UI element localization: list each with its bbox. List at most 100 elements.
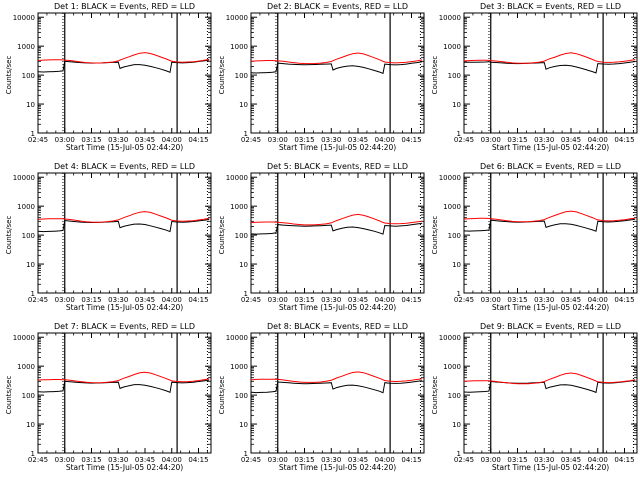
series-events-line — [250, 222, 423, 235]
x-tick-label: 04:00 — [162, 456, 182, 464]
x-axis-label: Start Time (15-Jul-05 02:44:20) — [66, 303, 183, 312]
x-axis-label: Start Time (15-Jul-05 02:44:20) — [279, 303, 396, 312]
y-tick-label: 1 — [244, 290, 248, 298]
y-axis-label: Counts/sec — [218, 56, 226, 95]
y-tick-label: 1 — [244, 450, 248, 458]
y-tick-label: 10000 — [13, 334, 35, 342]
panel-title: Det 6: BLACK = Events, RED = LLD — [480, 162, 621, 171]
x-tick-label: 04:15 — [188, 296, 208, 304]
y-tick-label: 10000 — [226, 14, 248, 22]
y-tick-label: 1000 — [443, 363, 461, 371]
y-tick-label: 10000 — [13, 14, 35, 22]
detector-panel: Det 2: BLACK = Events, RED = LLD 1 10 100 10… — [218, 2, 425, 152]
panel-title: Det 4: BLACK = Events, RED = LLD — [54, 162, 195, 171]
series-lld-line — [37, 52, 210, 64]
x-tick-label: 03:45 — [348, 136, 368, 144]
y-tick-label: 100 — [22, 72, 35, 80]
x-tick-label: 04:15 — [401, 296, 421, 304]
x-tick-label: 03:00 — [55, 296, 75, 304]
x-tick-label: 02:45 — [454, 136, 474, 144]
x-tick-label: 04:15 — [614, 136, 634, 144]
series-events-line — [37, 59, 210, 73]
y-tick-label: 10 — [239, 101, 248, 109]
x-tick-label: 04:15 — [188, 456, 208, 464]
x-axis-label: Start Time (15-Jul-05 02:44:20) — [492, 143, 609, 152]
panel-title: Det 7: BLACK = Events, RED = LLD — [54, 322, 195, 331]
panel-title: Det 2: BLACK = Events, RED = LLD — [267, 2, 408, 11]
detector-panel: Det 3: BLACK = Events, RED = LLD 1 10 100 10… — [431, 2, 638, 152]
panel-title: Det 3: BLACK = Events, RED = LLD — [480, 2, 621, 11]
y-axis-label: Counts/sec — [5, 56, 13, 95]
y-axis-label: Counts/sec — [218, 376, 226, 415]
series-events-line — [463, 61, 636, 74]
x-tick-label: 03:15 — [81, 296, 101, 304]
plot-frame — [250, 172, 425, 294]
y-tick-label: 1000 — [230, 43, 248, 51]
y-tick-label: 10000 — [439, 14, 461, 22]
y-axis-label: Counts/sec — [218, 216, 226, 255]
x-tick-label: 03:30 — [321, 136, 341, 144]
x-tick-label: 03:30 — [321, 296, 341, 304]
y-tick-label: 10 — [239, 421, 248, 429]
x-tick-label: 03:15 — [507, 136, 527, 144]
x-tick-label: 03:00 — [481, 296, 501, 304]
plot-frame — [37, 332, 212, 454]
y-tick-label: 10 — [239, 261, 248, 269]
x-tick-label: 04:15 — [401, 136, 421, 144]
x-tick-label: 04:15 — [188, 136, 208, 144]
y-tick-label: 1 — [457, 450, 461, 458]
y-tick-label: 10 — [452, 261, 461, 269]
series-events-line — [250, 380, 423, 394]
x-tick-label: 02:45 — [241, 296, 261, 304]
x-tick-label: 03:00 — [268, 136, 288, 144]
series-events-line — [250, 61, 423, 75]
detector-panel: Det 8: BLACK = Events, RED = LLD 1 10 100 10… — [218, 322, 425, 472]
series-events-line — [37, 219, 210, 233]
x-tick-label: 04:00 — [375, 136, 395, 144]
series-lld-line — [250, 52, 423, 65]
panel-title: Det 9: BLACK = Events, RED = LLD — [480, 322, 621, 331]
plot-frame — [463, 12, 638, 134]
y-tick-label: 10000 — [439, 334, 461, 342]
detector-panel: Det 5: BLACK = Events, RED = LLD 1 10 100 10… — [218, 162, 425, 312]
x-axis-label: Start Time (15-Jul-05 02:44:20) — [66, 143, 183, 152]
y-tick-label: 100 — [448, 72, 461, 80]
x-tick-label: 03:30 — [108, 296, 128, 304]
x-tick-label: 03:45 — [348, 296, 368, 304]
x-tick-label: 03:45 — [561, 136, 581, 144]
x-tick-label: 02:45 — [28, 136, 48, 144]
x-tick-label: 03:00 — [268, 296, 288, 304]
y-tick-label: 10000 — [226, 334, 248, 342]
x-tick-label: 03:00 — [55, 456, 75, 464]
y-tick-label: 1000 — [443, 43, 461, 51]
series-lld-line — [463, 210, 636, 223]
y-tick-label: 1000 — [17, 363, 35, 371]
y-tick-label: 100 — [448, 392, 461, 400]
x-tick-label: 03:45 — [135, 296, 155, 304]
x-tick-label: 02:45 — [454, 456, 474, 464]
plot-frame — [463, 172, 638, 294]
y-tick-label: 100 — [448, 232, 461, 240]
x-tick-label: 03:45 — [135, 456, 155, 464]
x-tick-label: 03:15 — [81, 456, 101, 464]
plot-frame — [250, 12, 425, 134]
detector-panel: Det 1: BLACK = Events, RED = LLD 1 10 100 10… — [5, 2, 212, 152]
x-tick-label: 04:00 — [588, 296, 608, 304]
x-tick-label: 04:00 — [162, 296, 182, 304]
y-axis-label: Counts/sec — [5, 376, 13, 415]
y-tick-label: 1 — [31, 450, 35, 458]
y-axis-label: Counts/sec — [5, 216, 13, 255]
x-tick-label: 04:15 — [614, 296, 634, 304]
x-tick-label: 03:30 — [321, 456, 341, 464]
series-lld-line — [463, 52, 636, 64]
detector-panel: Det 7: BLACK = Events, RED = LLD 1 10 100 10… — [5, 322, 212, 472]
y-tick-label: 1000 — [443, 203, 461, 211]
x-tick-label: 04:00 — [588, 136, 608, 144]
y-axis-label: Counts/sec — [431, 56, 439, 95]
series-events-line — [37, 379, 210, 393]
panel-title: Det 8: BLACK = Events, RED = LLD — [267, 322, 408, 331]
detector-panel: Det 4: BLACK = Events, RED = LLD 1 10 100 10… — [5, 162, 212, 312]
detector-panel: Det 9: BLACK = Events, RED = LLD 1 10 100 10… — [431, 322, 638, 472]
y-tick-label: 1 — [244, 130, 248, 138]
